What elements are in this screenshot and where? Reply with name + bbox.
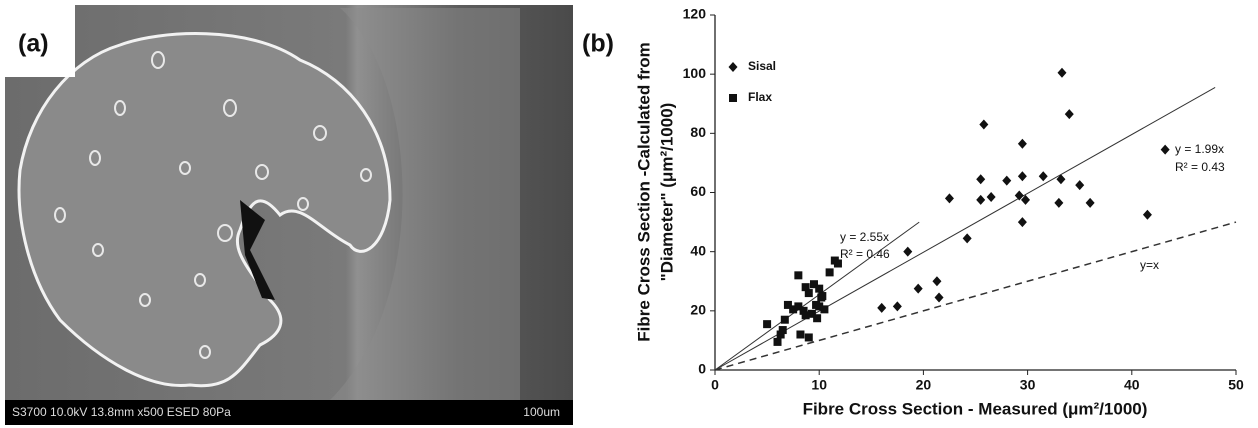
square-marker <box>763 320 772 329</box>
square-marker <box>773 337 782 346</box>
square-marker <box>818 292 827 301</box>
y-tick-label: 0 <box>698 361 706 377</box>
square-marker <box>809 280 818 289</box>
diamond-marker <box>1085 197 1095 208</box>
y-tick-label: 60 <box>690 183 706 199</box>
y-tick-label: 20 <box>690 302 706 318</box>
square-marker <box>794 271 803 280</box>
diamond-marker <box>976 194 986 205</box>
square-marker <box>778 326 787 335</box>
square-marker <box>780 315 789 324</box>
diamond-marker <box>1056 174 1066 185</box>
x-tick-label: 30 <box>1020 377 1036 393</box>
sem-info: S3700 10.0kV 13.8mm x500 ESED 80Pa <box>12 405 231 419</box>
scale-bar-label: 100um <box>523 405 560 419</box>
diamond-marker <box>932 276 942 287</box>
diamond-marker <box>913 283 923 294</box>
diamond-marker <box>1054 197 1064 208</box>
sem-image: S3700 10.0kV 13.8mm x500 ESED 80Pa 100um… <box>5 5 573 425</box>
diamond-marker <box>944 193 954 204</box>
square-marker <box>801 311 810 320</box>
x-tick-label: 0 <box>711 377 719 393</box>
diamond-marker <box>1017 217 1027 228</box>
diamond-marker <box>1142 209 1152 220</box>
fit-label: R² = 0.43 <box>1175 160 1225 174</box>
square-marker <box>801 283 810 292</box>
fit-line <box>714 221 1237 371</box>
square-marker <box>807 309 816 318</box>
x-axis-label: Fibre Cross Section - Measured (μm²/1000… <box>803 399 1148 418</box>
square-marker <box>799 306 808 315</box>
diamond-marker <box>1021 194 1031 205</box>
y-axis-label: Fibre Cross Section -Calculated from <box>634 42 653 341</box>
diamond-marker <box>1038 171 1048 182</box>
square-marker <box>813 314 822 323</box>
fit-line <box>714 86 1216 371</box>
diamond-marker <box>877 302 887 313</box>
diamond-marker <box>1017 138 1027 149</box>
diamond-marker <box>976 174 986 185</box>
y-tick-label: 120 <box>683 6 707 22</box>
diamond-marker <box>1017 171 1027 182</box>
diamond-marker <box>1014 190 1024 201</box>
diamond-marker <box>1075 180 1085 191</box>
diamond-marker <box>979 119 989 130</box>
square-marker <box>776 330 785 339</box>
x-tick-label: 40 <box>1124 377 1140 393</box>
square-marker <box>794 302 803 311</box>
square-marker <box>783 300 792 309</box>
x-tick-label: 20 <box>916 377 932 393</box>
diamond-marker <box>1057 67 1067 78</box>
legend-label: Sisal <box>748 59 776 73</box>
y-tick-label: 80 <box>690 124 706 140</box>
diamond-marker <box>903 246 913 257</box>
square-marker <box>789 305 798 314</box>
fit-line <box>714 221 920 371</box>
fit-label: y = 2.55x <box>840 230 889 244</box>
diamond-marker <box>1160 144 1170 155</box>
y-axis-label: "Diameter" (μm²/1000) <box>657 103 676 282</box>
panel-label: (b) <box>582 30 614 58</box>
x-tick-label: 10 <box>811 377 827 393</box>
diamond-marker <box>1002 175 1012 186</box>
legend-marker <box>728 62 738 72</box>
legend-label: Flax <box>748 90 772 104</box>
diamond-marker <box>962 233 972 244</box>
square-marker <box>820 305 829 314</box>
diamond-marker <box>1064 109 1074 120</box>
diamond-marker <box>892 301 902 312</box>
square-marker <box>804 333 813 342</box>
square-marker <box>825 268 834 277</box>
square-marker <box>804 289 813 298</box>
diamond-marker <box>986 191 996 202</box>
x-tick-label: 50 <box>1228 377 1244 393</box>
square-marker <box>796 330 805 339</box>
diamond-marker <box>934 292 944 303</box>
fit-label: R² = 0.46 <box>840 247 890 261</box>
fit-label: y = 1.99x <box>1175 142 1224 156</box>
panel-label: (a) <box>18 30 49 58</box>
legend-marker <box>729 94 737 102</box>
fit-label: y=x <box>1140 258 1159 272</box>
square-marker <box>833 259 842 268</box>
y-tick-label: 100 <box>683 65 707 81</box>
y-tick-label: 40 <box>690 242 706 258</box>
square-marker <box>812 300 821 309</box>
square-marker <box>815 284 824 293</box>
